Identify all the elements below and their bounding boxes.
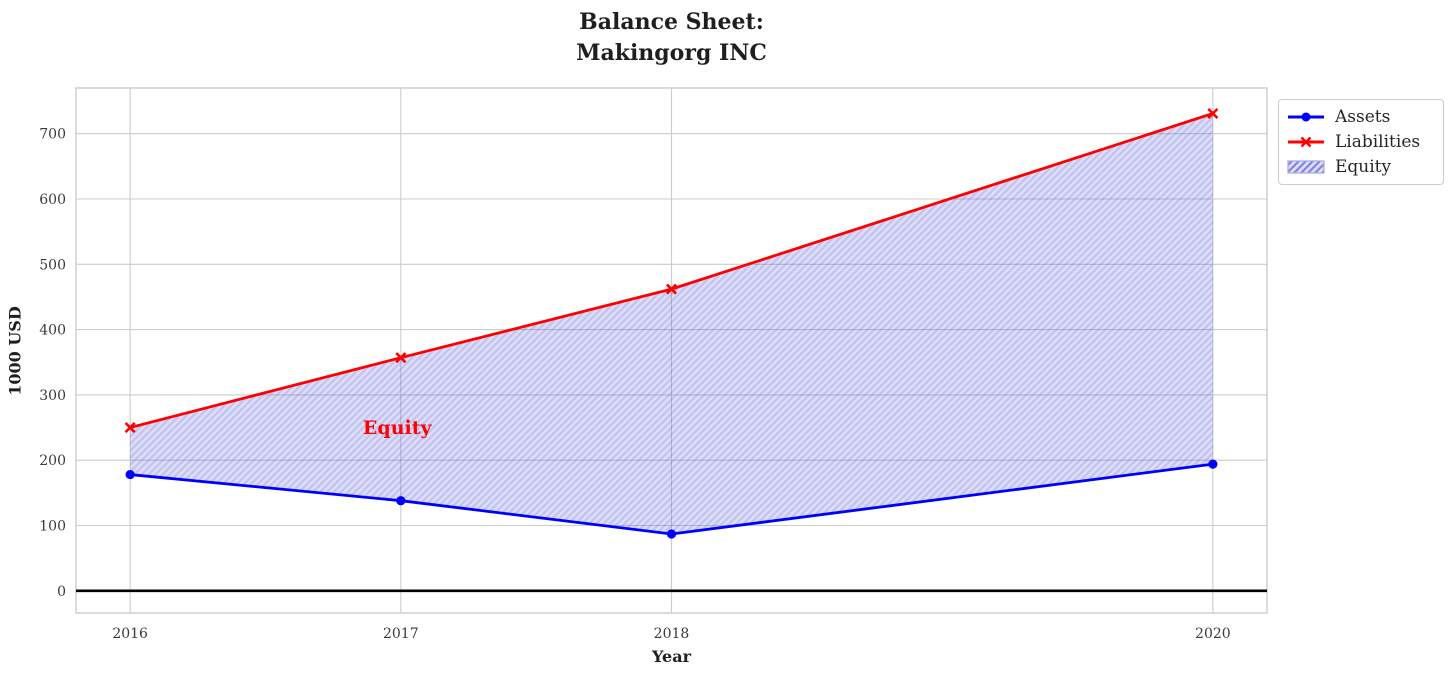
legend-item-assets[interactable]: Assets [1287, 107, 1435, 127]
equity-fill-hatch [130, 113, 1213, 534]
assets-marker [396, 496, 406, 506]
equity-annotation: Equity [362, 416, 432, 439]
liabilities-line [129, 112, 1214, 429]
liabilities-marker [124, 422, 136, 434]
y-tick-label: 300 [39, 388, 66, 404]
legend-item-equity[interactable]: Equity [1287, 157, 1435, 177]
x-tick-label: 2017 [383, 626, 419, 642]
y-tick-label: 700 [39, 127, 66, 143]
y-tick-label: 500 [39, 257, 66, 273]
y-tick-label: 100 [39, 519, 66, 535]
x-axis-label: Year [651, 647, 691, 666]
liabilities-line-sample-icon [1288, 136, 1324, 148]
equity-patch-sample-icon [1287, 160, 1325, 174]
liabilities-marker [395, 352, 407, 364]
assets-marker [1208, 459, 1218, 469]
chart-title-line1: Balance Sheet: [579, 9, 764, 35]
legend-label-equity: Equity [1335, 156, 1392, 177]
x-tick-label: 2018 [654, 626, 690, 642]
legend-label-assets: Assets [1335, 107, 1391, 128]
legend: Assets Liabilities Equity [1278, 99, 1444, 185]
plot-border [75, 87, 1268, 614]
x-tick-label: 2020 [1195, 626, 1231, 642]
equity-fill-region [130, 113, 1213, 534]
data-series [76, 107, 1267, 593]
chart-title: Balance Sheet: Makingorg INC [0, 7, 1343, 69]
assets-line [130, 462, 1214, 536]
y-tick-label: 200 [39, 453, 66, 469]
y-tick-label: 400 [39, 323, 66, 339]
assets-marker [666, 529, 677, 539]
y-tick-label: 600 [39, 192, 66, 208]
legend-label-liabilities: Liabilities [1335, 131, 1421, 152]
assets-line-sample-icon [1288, 112, 1324, 122]
liabilities-marker [1207, 107, 1219, 119]
liabilities-marker [665, 283, 678, 295]
assets-marker [125, 469, 135, 480]
y-tick-label: 0 [57, 584, 66, 600]
tick-labels: 2016 2017 2018 2020 0 100 200 300 400 500 600 700 [39, 127, 1230, 642]
legend-item-liabilities[interactable]: Liabilities [1287, 132, 1435, 152]
x-tick-label: 2016 [112, 626, 148, 642]
plot-spines [75, 87, 1268, 614]
chart-title-line2: Makingorg INC [576, 40, 767, 66]
